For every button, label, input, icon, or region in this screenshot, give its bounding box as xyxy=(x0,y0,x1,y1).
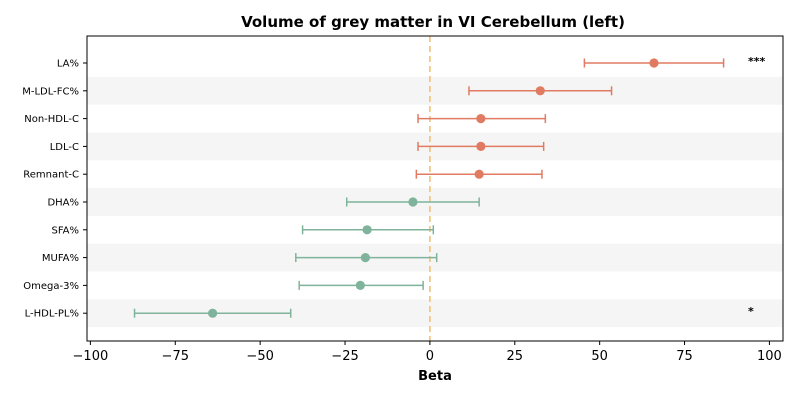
significance-marker: *** xyxy=(748,55,766,68)
y-tick-label: Remnant-C xyxy=(23,170,79,181)
x-tick-label: 100 xyxy=(757,349,782,364)
row-band xyxy=(87,76,783,105)
y-tick-label: Omega-3% xyxy=(23,281,79,292)
row-la: *** xyxy=(583,55,766,68)
x-tick-label: 75 xyxy=(676,349,693,364)
x-tick-label: −100 xyxy=(73,349,109,364)
x-tick-label: 25 xyxy=(507,349,524,364)
x-axis: −100 −75 −50 −25 0 25 50 75 100 xyxy=(73,341,782,364)
beta-point xyxy=(208,308,218,318)
y-tick-label: Non-HDL-C xyxy=(24,114,79,125)
significance-marker: * xyxy=(748,305,754,318)
beta-point xyxy=(355,280,365,290)
y-tick-label: L-HDL-PL% xyxy=(25,309,79,320)
beta-point xyxy=(476,114,486,124)
row-sfa xyxy=(301,225,435,235)
row-remnant-c xyxy=(415,169,543,179)
row-m-ldl-fc xyxy=(468,86,613,96)
y-axis-labels: LA% M-LDL-FC% Non-HDL-C LDL-C Remnant-C DHA% S… xyxy=(22,59,87,320)
row-dha xyxy=(345,197,480,207)
beta-point xyxy=(535,86,545,96)
x-tick-label: −75 xyxy=(162,349,189,364)
x-tick-label: 0 xyxy=(426,349,434,364)
row-non-hdl-c xyxy=(417,114,547,124)
beta-point xyxy=(649,58,659,68)
row-mufa xyxy=(295,253,438,263)
plot-frame xyxy=(86,35,784,342)
row-ldl-c xyxy=(417,141,545,151)
row-omega-3 xyxy=(298,280,424,290)
y-tick-label: M-LDL-FC% xyxy=(22,86,79,97)
x-tick-label: −25 xyxy=(331,349,358,364)
y-tick-label: MUFA% xyxy=(42,253,79,264)
beta-point xyxy=(474,169,484,179)
beta-point xyxy=(408,197,418,207)
beta-point xyxy=(360,253,370,263)
row-l-hdl-pl: * xyxy=(133,305,754,318)
y-tick-label: LDL-C xyxy=(50,142,79,153)
x-tick-label: 50 xyxy=(591,349,608,364)
beta-point xyxy=(476,141,486,151)
y-tick-label: DHA% xyxy=(47,198,79,209)
series-marks: **** xyxy=(133,55,766,318)
y-tick-label: LA% xyxy=(57,59,79,70)
y-tick-label: SFA% xyxy=(51,225,79,236)
x-axis-label: Beta xyxy=(418,369,452,384)
x-tick-label: −50 xyxy=(246,349,273,364)
chart-title: Volume of grey matter in VI Cerebellum (… xyxy=(241,13,625,31)
beta-point xyxy=(362,225,372,235)
